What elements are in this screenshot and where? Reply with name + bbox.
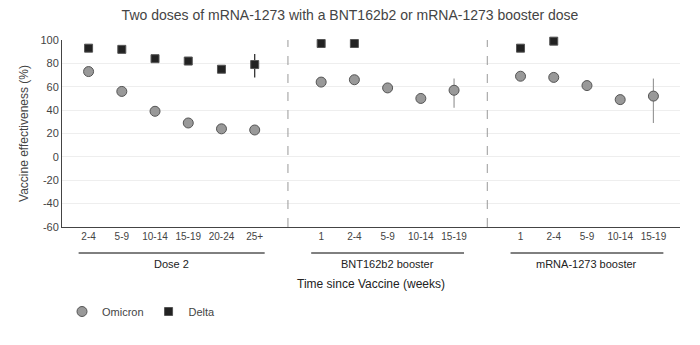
svg-text:mRNA-1273 booster: mRNA-1273 booster	[536, 258, 637, 270]
svg-text:2-4: 2-4	[81, 231, 96, 242]
svg-text:Vaccine effectiveness (%): Vaccine effectiveness (%)	[17, 65, 31, 202]
svg-text:5-9: 5-9	[380, 231, 395, 242]
svg-text:Two doses of mRNA-1273 with a: Two doses of mRNA-1273 with a BNT162b2 o…	[122, 7, 579, 23]
svg-text:-20: -20	[43, 174, 59, 186]
svg-text:2-4: 2-4	[347, 231, 362, 242]
svg-text:-60: -60	[43, 221, 59, 233]
svg-text:100: 100	[40, 34, 58, 46]
svg-text:1: 1	[518, 231, 524, 242]
svg-text:15-19: 15-19	[175, 231, 201, 242]
svg-text:10-14: 10-14	[142, 231, 168, 242]
svg-text:Time since Vaccine (weeks): Time since Vaccine (weeks)	[297, 277, 445, 291]
svg-text:60: 60	[47, 81, 59, 93]
svg-text:2-4: 2-4	[547, 231, 562, 242]
svg-text:40: 40	[47, 104, 59, 116]
svg-text:15-19: 15-19	[641, 231, 667, 242]
svg-text:0: 0	[53, 151, 59, 163]
svg-text:5-9: 5-9	[115, 231, 130, 242]
svg-text:20-24: 20-24	[209, 231, 235, 242]
svg-text:Omicron: Omicron	[102, 306, 144, 318]
svg-text:25+: 25+	[246, 231, 263, 242]
svg-text:10-14: 10-14	[408, 231, 434, 242]
svg-text:15-19: 15-19	[441, 231, 467, 242]
svg-text:20: 20	[47, 127, 59, 139]
svg-text:Dose 2: Dose 2	[154, 258, 189, 270]
svg-text:10-14: 10-14	[607, 231, 633, 242]
svg-text:5-9: 5-9	[580, 231, 595, 242]
svg-text:1: 1	[318, 231, 324, 242]
svg-text:80: 80	[47, 57, 59, 69]
svg-text:-40: -40	[43, 197, 59, 209]
svg-text:Delta: Delta	[189, 306, 216, 318]
svg-text:BNT162b2 booster: BNT162b2 booster	[341, 258, 434, 270]
